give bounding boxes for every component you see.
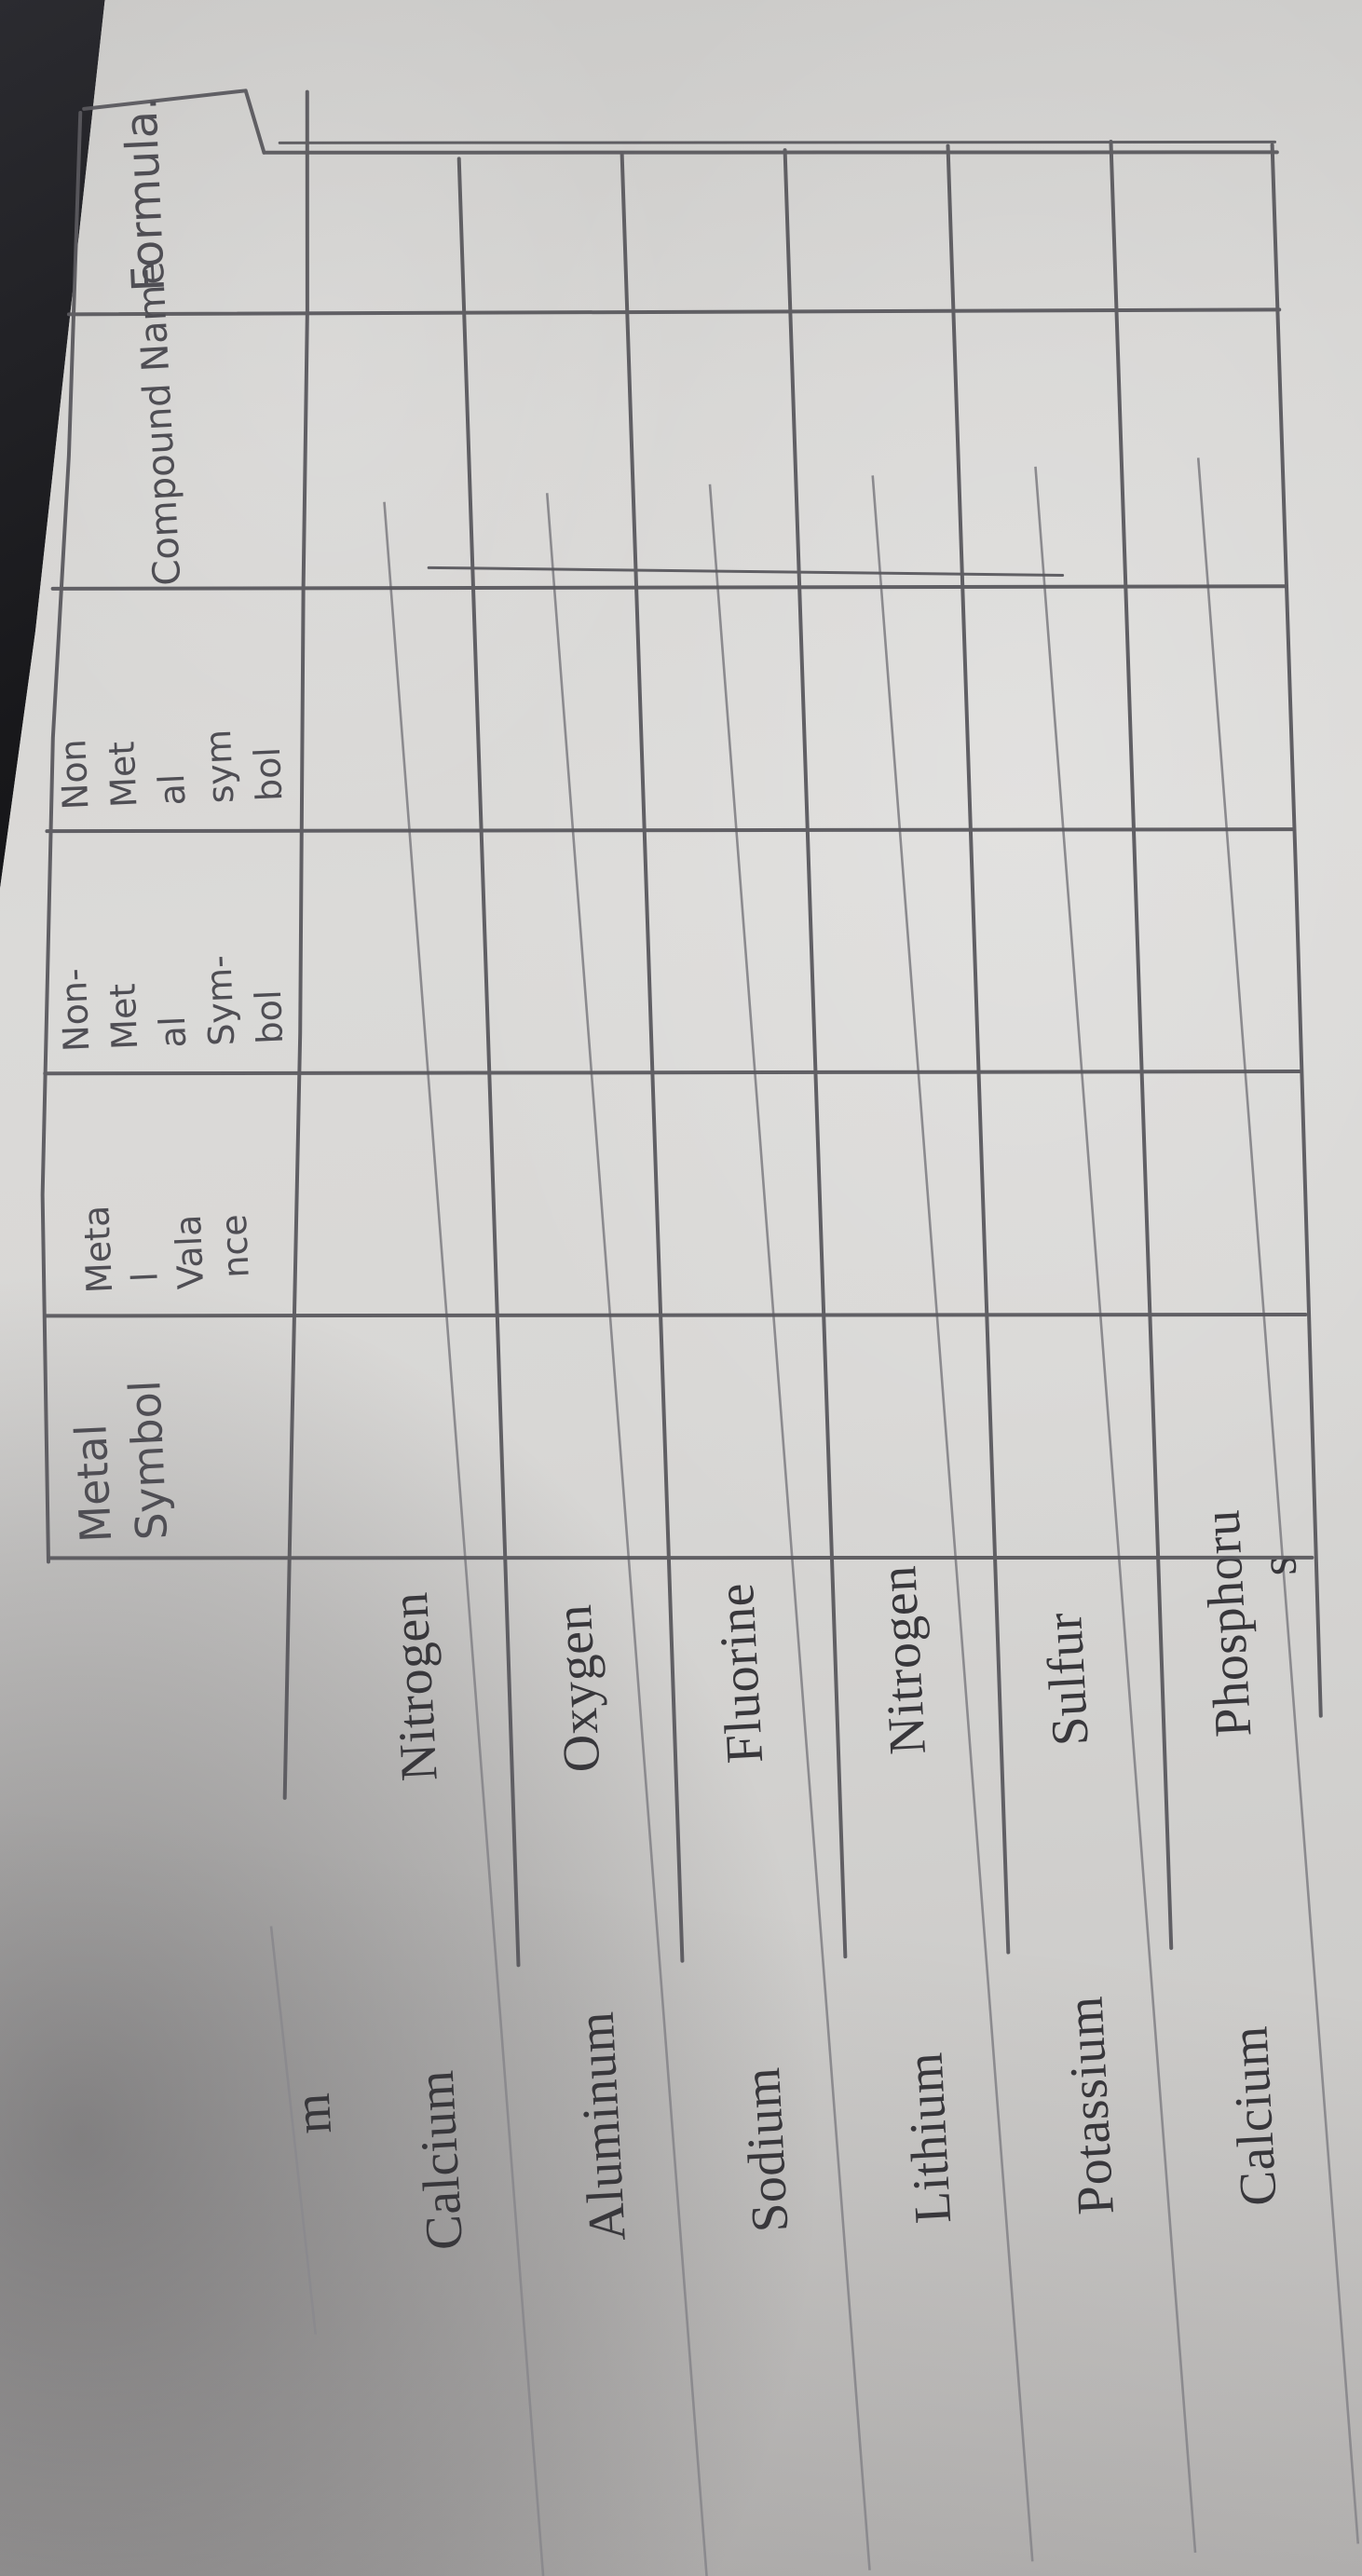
header-line: al (151, 1015, 195, 1049)
header-line: Symbol (119, 1379, 178, 1542)
header-line: Metal (65, 1423, 122, 1544)
header-line: Non- (52, 967, 98, 1053)
header-line: l (124, 1271, 166, 1283)
header-nonmetal-symbol-first: Non- Met al Sym- bol (48, 952, 294, 1053)
header-line: Met (102, 982, 146, 1051)
header-line: Non (52, 738, 97, 811)
header-metal-symbol: Metal Symbol (61, 1379, 180, 1544)
header-line: al (151, 772, 194, 807)
header-line: Sym- (197, 954, 243, 1047)
header-compound-name: Compound Name (129, 260, 190, 587)
header-line: bol (247, 988, 292, 1045)
header-nonmetal-symbol-second: Non Met al sym bol (48, 727, 293, 811)
header-line: Vala (167, 1213, 212, 1290)
header-line: nce (212, 1213, 257, 1279)
header-line: bol (246, 746, 291, 803)
header-formula: Formula. (115, 95, 176, 293)
header-line: Met (101, 740, 145, 809)
header-line: Meta (75, 1204, 121, 1295)
header-metal-valance: Meta l Vala nce (74, 1198, 260, 1294)
header-line: sym (197, 729, 242, 805)
